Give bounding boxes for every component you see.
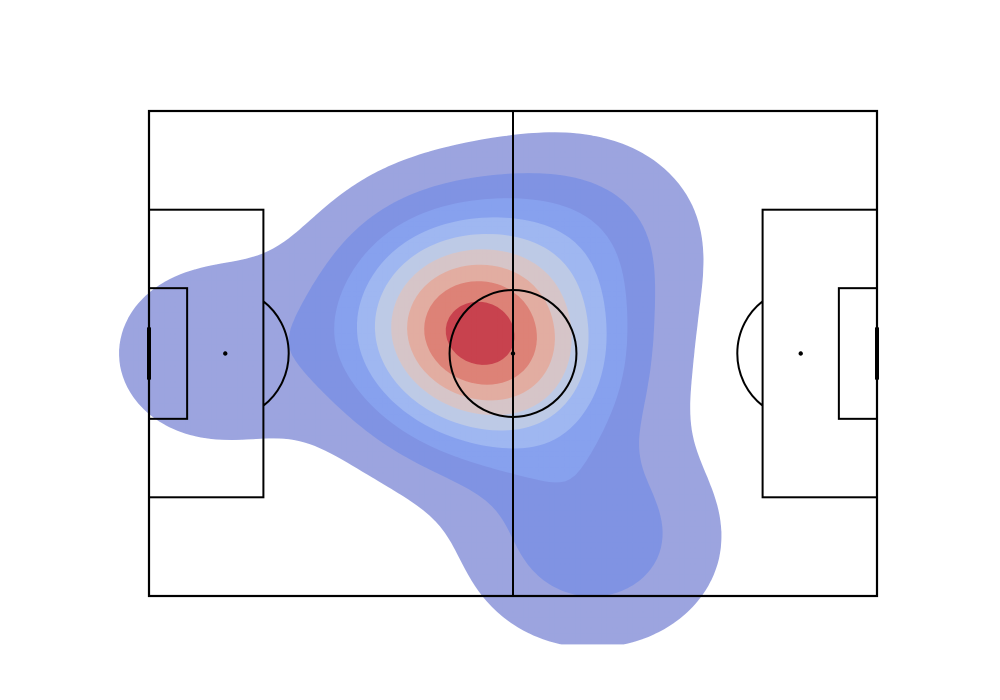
left-penalty-spot: [223, 351, 227, 355]
right-penalty-arc: [737, 301, 762, 405]
right-penalty-spot: [799, 351, 803, 355]
right-penalty-area: [763, 210, 877, 498]
centre-spot: [511, 351, 515, 355]
right-six-yard-box: [839, 288, 877, 419]
